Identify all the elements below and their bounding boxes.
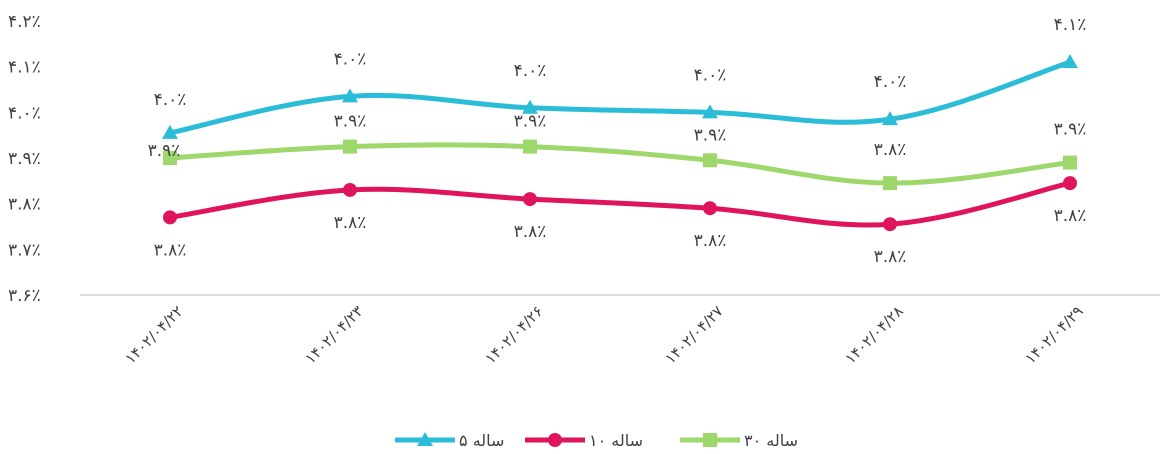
data-label-10y: ۳.۸٪: [514, 222, 547, 242]
legend-label: ۱۰ ساله: [589, 431, 643, 450]
data-label-5y: ۴.۰٪: [694, 65, 727, 85]
data-label-5y: ۴.۰٪: [874, 72, 907, 92]
legend-marker: [703, 433, 717, 447]
data-label-5y: ۴.۰٪: [334, 49, 367, 69]
data-label-30y: ۳.۹٪: [694, 125, 727, 145]
x-tick-label: ۱۴۰۲/۰۴/۲۳: [301, 302, 366, 367]
data-label-5y: ۴.۰٪: [514, 61, 547, 81]
data-label-10y: ۳.۸٪: [694, 231, 727, 251]
data-label-30y: ۳.۹٪: [334, 112, 367, 132]
marker-30y: [883, 176, 897, 191]
data-label-10y: ۳.۸٪: [874, 247, 907, 267]
marker-10y: [1063, 176, 1077, 191]
marker-5y: [342, 88, 358, 103]
data-label-30y: ۳.۹٪: [514, 112, 547, 132]
x-tick-label: ۱۴۰۲/۰۴/۲۲: [121, 302, 186, 367]
data-label-30y: ۳.۸٪: [874, 140, 907, 160]
series-line-10y: [167, 180, 1073, 228]
marker-10y: [883, 217, 897, 232]
data-label-10y: ۳.۸٪: [334, 213, 367, 233]
legend-marker: [417, 432, 433, 446]
y-tick-label: ۴.۱٪: [8, 58, 41, 78]
marker-10y: [343, 182, 357, 197]
y-tick-label: ۳.۸٪: [8, 195, 41, 215]
marker-10y: [523, 192, 537, 207]
marker-10y: [163, 210, 177, 225]
data-label-10y: ۳.۸٪: [1054, 206, 1087, 226]
legend-label: ۳۰ ساله: [744, 431, 798, 450]
data-labels: ۴.۰٪ ۴.۰٪ ۴.۰٪ ۴.۰٪ ۴.۰٪ ۴.۱٪ ۳.۸٪ ۳.۸٪ ۳.۸٪ ۳.۸٪…: [148, 15, 1087, 267]
series-line-5y: [167, 59, 1073, 136]
x-tick-label: ۱۴۰۲/۰۴/۲۹: [1021, 302, 1086, 367]
data-label-30y: ۳.۹٪: [1054, 120, 1087, 140]
data-label-30y: ۳.۹٪: [148, 141, 181, 161]
legend-label: ۵ ساله: [459, 431, 504, 450]
x-tick-label: ۱۴۰۲/۰۴/۲۸: [841, 302, 906, 367]
data-label-5y: ۴.۱٪: [1054, 15, 1087, 35]
data-label-5y: ۴.۰٪: [154, 90, 187, 110]
marker-5y: [522, 99, 538, 114]
marker-5y: [882, 111, 898, 126]
x-axis: ۱۴۰۲/۰۴/۲۲ ۱۴۰۲/۰۴/۲۳ ۱۴۰۲/۰۴/۲۶ ۱۴۰۲/۰۴/۲۷…: [121, 302, 1086, 367]
y-tick-label: ۳.۷٪: [8, 240, 41, 260]
y-tick-label: ۴.۰٪: [8, 103, 41, 123]
legend-item-5y: ۵ ساله: [395, 431, 504, 450]
series-line-30y: [167, 142, 1073, 186]
marker-5y: [1062, 54, 1078, 69]
marker-30y: [163, 151, 177, 165]
x-tick-label: ۱۴۰۲/۰۴/۲۷: [661, 302, 726, 367]
legend-item-30y: ۳۰ ساله: [680, 431, 798, 450]
y-tick-label: ۳.۹٪: [8, 149, 41, 169]
legend-marker: [548, 433, 562, 447]
y-axis: ۴.۲٪ ۴.۱٪ ۴.۰٪ ۳.۹٪ ۳.۸٪ ۳.۷٪ ۳.۶٪: [8, 12, 41, 306]
data-label-10y: ۳.۸٪: [154, 240, 187, 260]
y-tick-label: ۳.۶٪: [8, 286, 41, 306]
x-tick-label: ۱۴۰۲/۰۴/۲۶: [481, 302, 546, 367]
y-tick-label: ۴.۲٪: [8, 12, 41, 32]
marker-30y: [523, 139, 537, 154]
marker-30y: [703, 153, 717, 168]
marker-30y: [343, 139, 357, 154]
marker-5y: [162, 124, 178, 139]
marker-10y: [703, 201, 717, 216]
legend-item-10y: ۱۰ ساله: [525, 431, 643, 450]
marker-30y: [1063, 155, 1077, 170]
series-5y: [162, 54, 1078, 139]
series-10y: [163, 176, 1077, 232]
marker-5y: [702, 104, 718, 119]
series-30y: [163, 139, 1077, 191]
legend: ۵ ساله ۱۰ ساله ۳۰ ساله: [395, 431, 798, 450]
series-layer: [162, 54, 1078, 232]
